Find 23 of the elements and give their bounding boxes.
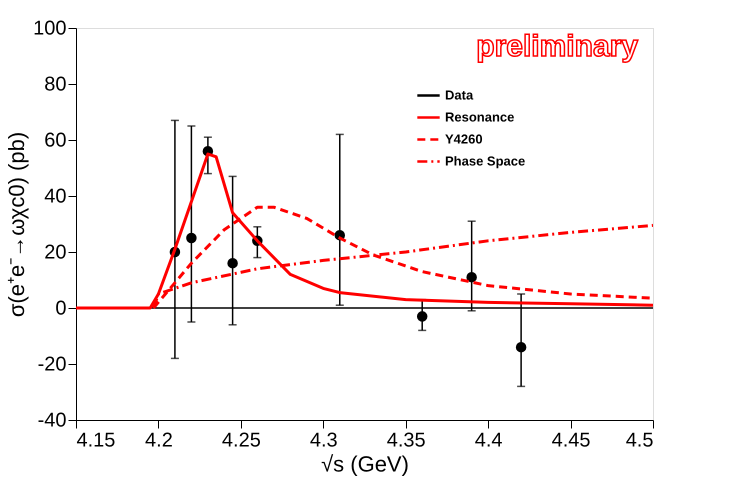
y-axis-title: σ(e⁺e⁻→ωχc0) (pb) [4,132,30,318]
x-tick-label: 4.2 [145,430,173,452]
x-tick-label: 4.45 [552,430,591,452]
y-tick-label: 20 [44,242,66,264]
x-tick-label: 4.35 [386,430,426,452]
x-tick-label: 4.15 [76,430,116,452]
y-tick-label: 80 [44,74,66,96]
y-tick-label: 0 [55,298,66,320]
y-tick-label: -20 [38,354,66,376]
legend-label: Phase Space [445,154,526,168]
y-tick-label: -40 [38,410,66,432]
x-tick-label: 4.4 [474,430,503,452]
x-tick-label: 4.5 [626,430,654,452]
x-tick-label: 4.3 [310,430,338,452]
x-axis-title: √s (GeV) [321,452,409,476]
y-tick-label: 40 [44,186,66,208]
x-tick-label: 4.25 [222,430,261,452]
legend-label: Resonance [445,110,514,124]
y-tick-label: 60 [44,130,66,152]
legend-label: Y4260 [445,132,483,146]
annotation: preliminary [476,30,638,63]
legend-label: Data [445,88,474,102]
y-tick-label: 100 [33,18,66,40]
